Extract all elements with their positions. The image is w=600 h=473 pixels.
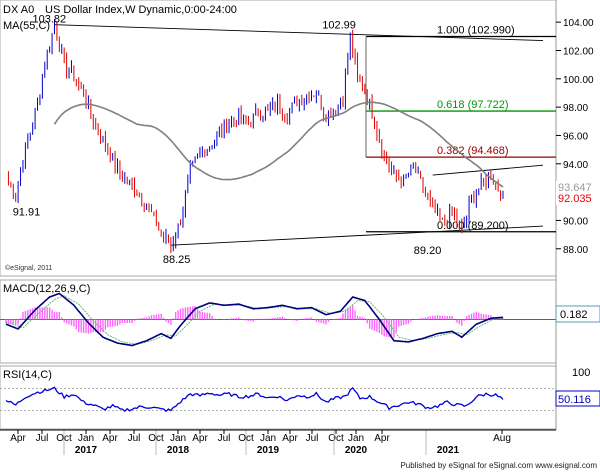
moving-average-series (53, 101, 504, 188)
price-axis (556, 0, 600, 430)
x-tick-month: Aug (493, 433, 511, 444)
price-annotation: 89.20 (414, 245, 442, 257)
svg-text:50.116: 50.116 (558, 394, 591, 406)
x-tick-month: Jan (78, 433, 94, 444)
x-tick-year: 2017 (75, 445, 98, 456)
fib-level-label: 1.000 (102.990) (437, 24, 515, 36)
header-title: US Dollar Index,W Dynamic,0:00-24:00 (45, 4, 237, 16)
last-price-tag: 92.035 (556, 192, 600, 205)
x-tick-month: Apr (192, 433, 208, 444)
fib-level-label: 0.382 (94.468) (437, 145, 509, 157)
x-tick-month: Apr (10, 433, 26, 444)
x-axis-ticks: Apr Jul Oct Jan Apr Jul Oct Jan Apr Jul Oct Jan Apr J… (0, 429, 556, 456)
footer-publisher: Published by eSignal for eSignal.com www… (400, 461, 597, 470)
price-panel (0, 0, 557, 277)
x-tick-month: Apr (282, 433, 298, 444)
price-tick-label: 96.00 (563, 131, 588, 142)
x-tick-month: Jan (348, 433, 364, 444)
price-annotations: 103.82 91.91 88.25 102.99 89.20 (13, 14, 442, 267)
macd-line (5, 292, 504, 347)
price-annotation: 103.82 (32, 14, 66, 26)
rsi-label: RSI(14,C) (3, 369, 52, 381)
price-tick-label: 102.00 (563, 46, 594, 57)
x-tick-year: 2018 (167, 445, 190, 456)
x-tick-year: 2019 (257, 445, 280, 456)
x-tick-month: Apr (102, 433, 118, 444)
rsi-value-tag: 50.116 (555, 390, 600, 407)
fib-level-label: 0.618 (97.722) (437, 99, 509, 111)
x-tick-year: 2020 (345, 445, 368, 456)
ma-value-tag: 93.647 (556, 181, 600, 194)
fibonacci-levels: 1.000 (102.990) 0.618 (97.722) 0.382 (94.4… (365, 24, 556, 233)
price-tick-label: 104.00 (563, 18, 594, 29)
x-tick-month: Jul (36, 433, 49, 444)
rsi-tick-100: 100 (572, 367, 590, 379)
price-annotation: 102.99 (322, 19, 356, 31)
watermark: ©eSignal, 2011 (5, 264, 53, 272)
x-tick-month: Jul (306, 433, 319, 444)
rsi-line (5, 386, 504, 413)
price-tick-label: 94.00 (563, 160, 588, 171)
svg-text:0.182: 0.182 (560, 309, 588, 321)
x-tick-month: Jul (128, 433, 141, 444)
candlestick-series (7, 18, 504, 254)
x-tick-month: Oct (328, 433, 344, 444)
x-tick-month: Jan (260, 433, 276, 444)
trendlines (54, 24, 544, 246)
trendline (170, 225, 544, 246)
x-tick-year: 2021 (437, 445, 460, 456)
macd-label: MACD(12,26,9,C) (3, 283, 90, 295)
x-tick-month: Jul (218, 433, 231, 444)
price-annotation: 88.25 (163, 254, 191, 266)
trendline (432, 164, 544, 176)
ma-label: MA(55,C) (3, 20, 50, 32)
x-tick-month: Apr (374, 433, 390, 444)
price-tick-label: 98.00 (563, 103, 588, 114)
trendline (54, 24, 544, 42)
rsi-series (0, 386, 556, 413)
price-annotation: 91.91 (13, 206, 41, 218)
price-tick-label: 90.00 (563, 216, 588, 227)
svg-text:92.035: 92.035 (558, 193, 592, 205)
x-tick-month: Jan (170, 433, 186, 444)
price-tick-label: 88.00 (563, 245, 588, 256)
price-tick-label: 100.00 (563, 75, 594, 86)
macd-value-tag: 0.182 (555, 305, 600, 323)
macd-series (0, 292, 556, 347)
header-symbol: DX A0 (3, 4, 34, 16)
svg-text:93.647: 93.647 (558, 182, 592, 194)
ma-line (53, 101, 504, 188)
